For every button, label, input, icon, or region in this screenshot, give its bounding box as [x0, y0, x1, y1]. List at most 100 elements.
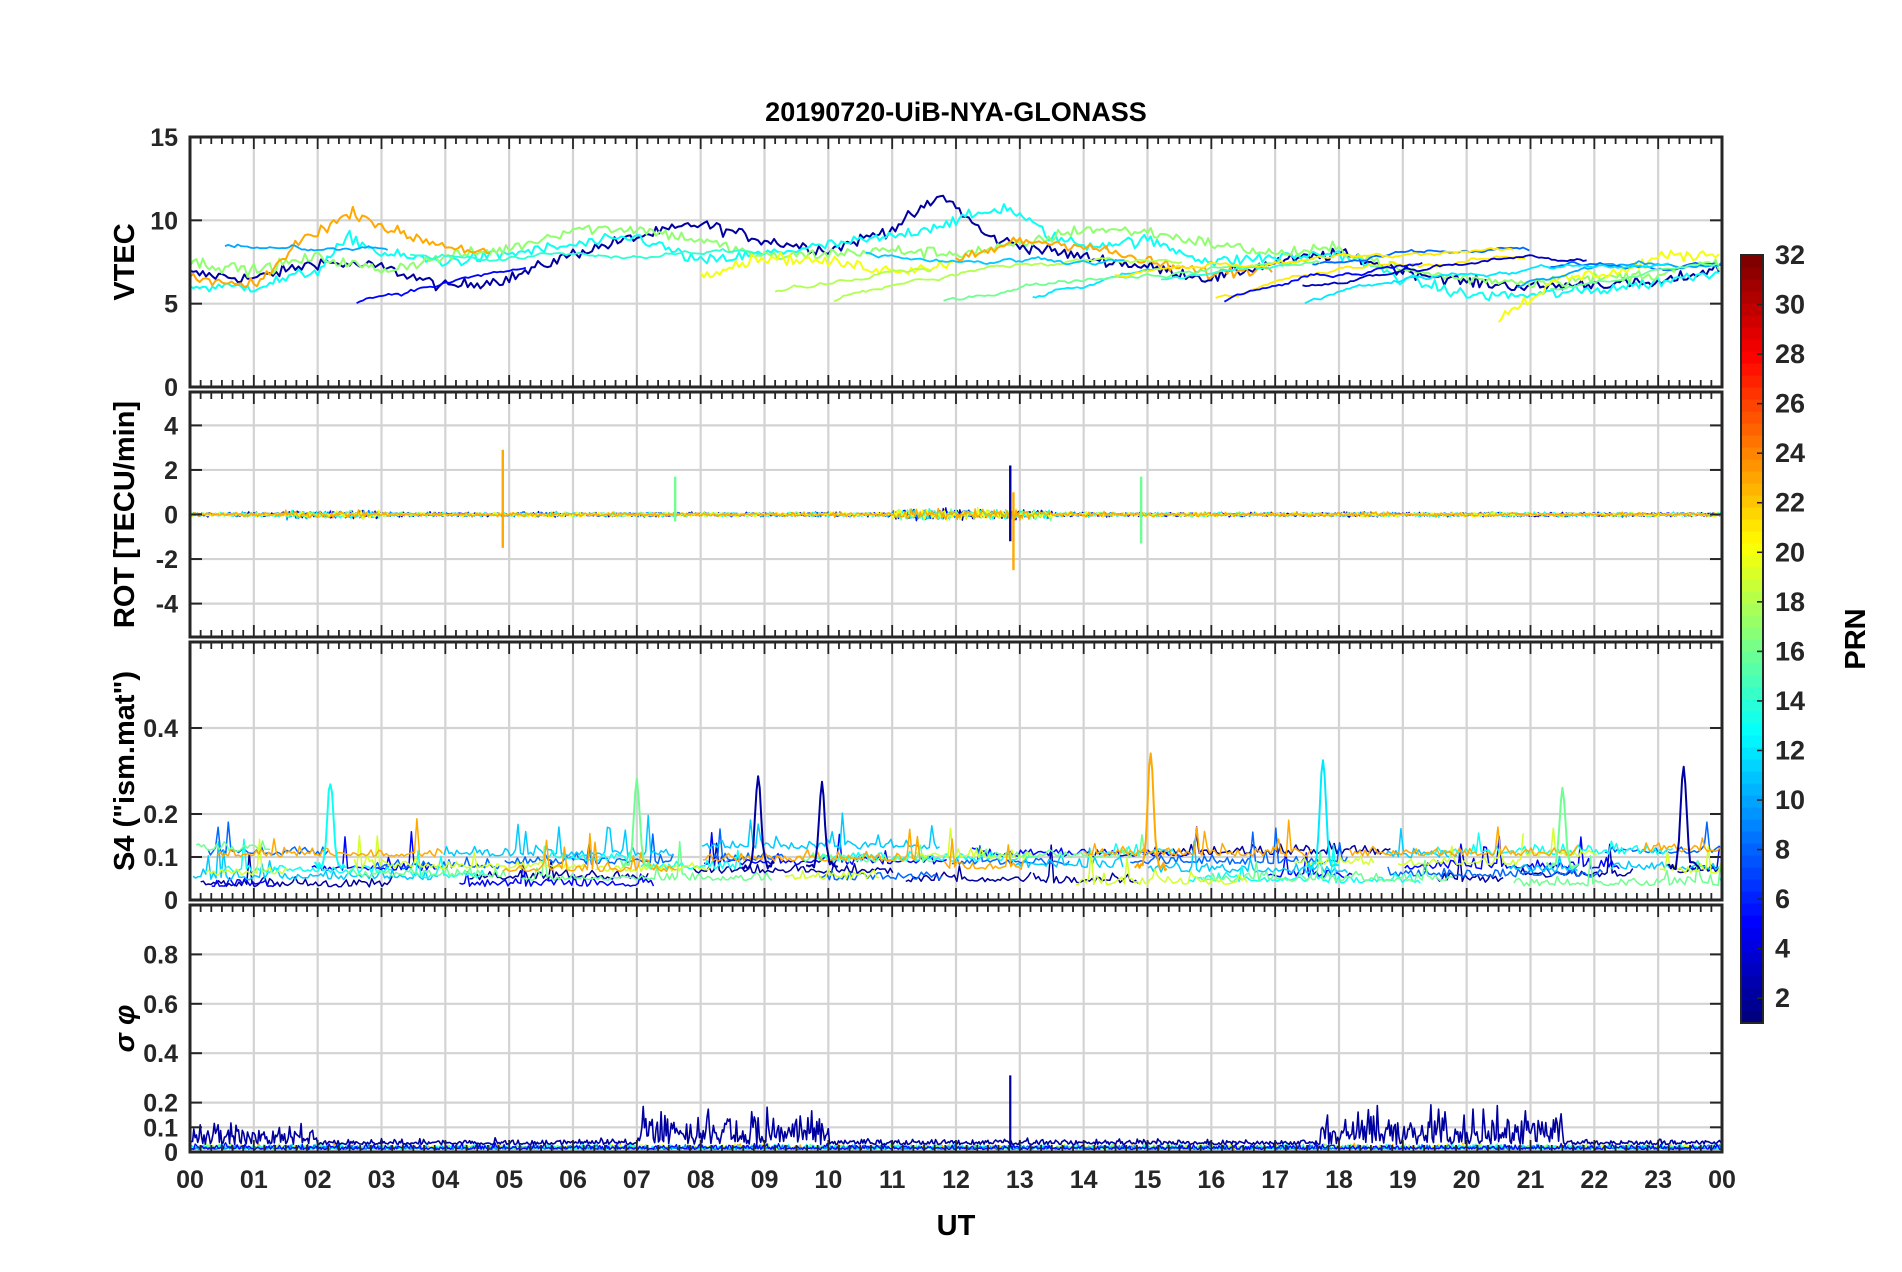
x-axis-label: UT: [937, 1210, 976, 1242]
colorbar-tick-label: 20: [1775, 537, 1805, 567]
x-tick-label: 17: [1261, 1166, 1289, 1194]
s4-series: [905, 865, 1032, 883]
colorbar-swatch: [1741, 327, 1763, 340]
x-tick-label: 08: [687, 1166, 715, 1194]
x-tick-label: 00: [1708, 1166, 1736, 1194]
y-ticks: 00.10.2 0.4 0.6 0.8: [143, 941, 1722, 1167]
y-axis-label: σ φ: [109, 1005, 141, 1053]
colorbar-tick-label: 6: [1775, 884, 1790, 914]
s4-peak: [805, 780, 839, 869]
panel-4: 00.10.2 0.4 0.6 0.8 σ φ: [109, 903, 1724, 1167]
vtec-series: [699, 251, 953, 279]
x-ticks: [189, 905, 1723, 1152]
colorbar-swatch: [1741, 579, 1763, 592]
panel-2: -4 -2 0 2 4 ROT [TECU/min]: [109, 390, 1724, 639]
colorbar-tick-label: 30: [1775, 290, 1805, 320]
vtec-series: [833, 256, 1183, 303]
x-tick-label: 01: [240, 1166, 268, 1194]
y-ticks: -4 -2 0 2 4: [156, 412, 1722, 619]
x-tick-labels: 00 01 02 03 04 05 06 07 08 09 10 11 12 13 14 15 16 17 18 19…: [176, 1166, 1736, 1194]
colorbar-swatch: [1741, 495, 1763, 508]
y-ticks: 0 5 10 15: [150, 124, 1722, 402]
y-tick-label: 4: [164, 412, 178, 440]
colorbar-swatch: [1741, 615, 1763, 628]
s4-series: [521, 840, 773, 882]
colorbar-tick-label: 2: [1775, 983, 1790, 1013]
colorbar-swatch: [1741, 603, 1763, 616]
x-ticks: [189, 642, 1723, 900]
x-tick-label: 23: [1644, 1166, 1672, 1194]
colorbar-tick-label: 16: [1775, 636, 1805, 666]
colorbar-swatch: [1741, 1011, 1763, 1024]
chart-title: 20190720-UiB-NYA-GLONASS: [765, 97, 1147, 127]
colorbar-swatch: [1741, 987, 1763, 1000]
x-tick-label: 11: [879, 1166, 906, 1194]
colorbar-swatch: [1741, 711, 1763, 724]
colorbar-swatch: [1741, 663, 1763, 676]
colorbar-swatch: [1741, 963, 1763, 976]
colorbar-swatch: [1741, 375, 1763, 388]
y-tick-label: 0.4: [143, 1040, 178, 1068]
s4-series: [217, 818, 444, 858]
x-tick-label: 10: [814, 1166, 842, 1194]
colorbar-swatch: [1741, 639, 1763, 652]
colorbar-swatch: [1741, 699, 1763, 712]
colorbar-swatch: [1741, 267, 1763, 280]
colorbar-tick-label: 18: [1775, 587, 1805, 617]
colorbar-swatch: [1741, 423, 1763, 436]
x-tick-label: 06: [559, 1166, 587, 1194]
s4-series: [192, 841, 439, 881]
colorbar-swatch: [1741, 531, 1763, 544]
colorbar-swatch: [1741, 339, 1763, 352]
panel-3: 0 0.1 0.2 0.4S4 ("ism.mat"): [109, 640, 1724, 915]
colorbar-swatch: [1741, 879, 1763, 892]
colorbar-swatch: [1741, 543, 1763, 556]
data-layer: [192, 752, 1722, 888]
colorbar-swatch: [1741, 891, 1763, 904]
s4-series: [1507, 855, 1578, 873]
s4-series: [1075, 850, 1248, 886]
y-tick-label: 0: [164, 1139, 178, 1167]
panel-1: 0 5 10 15 VTEC: [109, 124, 1724, 402]
s4-series: [205, 838, 288, 876]
colorbar-swatch: [1741, 747, 1763, 760]
colorbar-swatch: [1741, 927, 1763, 940]
s4-series: [943, 838, 1025, 871]
s4-series: [784, 868, 880, 881]
colorbar-swatch: [1741, 411, 1763, 424]
colorbar-tick-label: 28: [1775, 339, 1805, 369]
x-tick-label: 19: [1389, 1166, 1417, 1194]
data-layer: [190, 449, 1722, 571]
vtec-series: [865, 251, 1125, 266]
vtec-series: [1497, 249, 1720, 323]
colorbar-swatch: [1741, 627, 1763, 640]
vtec-series: [190, 203, 1719, 302]
x-tick-label: 04: [431, 1166, 459, 1194]
vtec-series: [1304, 262, 1669, 305]
colorbar-swatch: [1741, 915, 1763, 928]
s4-series: [195, 840, 271, 853]
y-tick-label: 0: [164, 502, 178, 530]
y-tick-label: -4: [156, 591, 178, 619]
s4-series: [1015, 847, 1124, 869]
rot-series: [190, 507, 1722, 521]
colorbar-swatch: [1741, 351, 1763, 364]
data-layer: [190, 194, 1722, 323]
x-tick-label: 09: [751, 1166, 779, 1194]
colorbar-swatch: [1741, 435, 1763, 448]
colorbar-swatch: [1741, 735, 1763, 748]
y-tick-label: 2: [164, 457, 178, 485]
colorbar-swatch: [1741, 723, 1763, 736]
colorbar-swatch: [1741, 507, 1763, 520]
colorbar-label: PRN: [1840, 608, 1872, 669]
y-tick-label: 0.1: [143, 844, 178, 872]
s4-series: [1513, 855, 1722, 887]
vtec-series: [356, 266, 527, 304]
s4-series: [200, 852, 393, 888]
y-tick-label: 10: [150, 207, 178, 235]
colorbar-swatch: [1741, 399, 1763, 412]
colorbar-tick-label: 10: [1775, 785, 1805, 815]
y-axis-label: ROT [TECU/min]: [109, 401, 141, 628]
colorbar-swatch: [1741, 291, 1763, 304]
